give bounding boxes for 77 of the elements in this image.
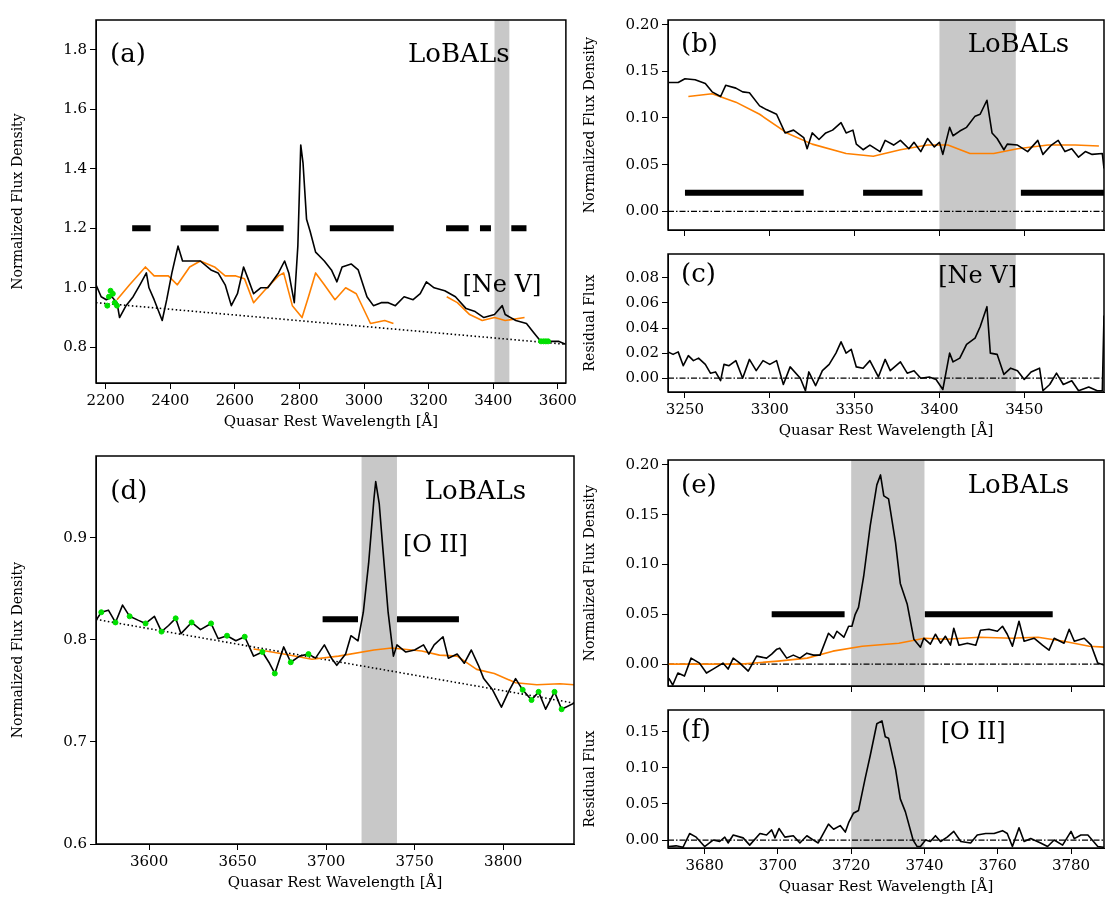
y-tick-label: 0.9	[63, 527, 87, 546]
y-axis-title: Normalized Flux Density	[9, 113, 26, 290]
y-axis-title: Normalized Flux Density	[581, 484, 598, 662]
x-axis-title: Quasar Rest Wavelength [Å]	[223, 411, 439, 430]
y-tick-label: 0.10	[625, 107, 659, 126]
annotation: LoBALs	[408, 37, 510, 68]
annotation: (b)	[681, 28, 719, 59]
y-tick-label: 0.15	[625, 61, 659, 80]
y-axis-title: Residual Flux	[581, 730, 598, 828]
y-tick-label: 0.15	[625, 504, 659, 523]
annotation: (c)	[681, 258, 716, 289]
x-tick-label: 2400	[151, 390, 190, 409]
annotation: (d)	[110, 475, 148, 506]
y-tick-label: 1.8	[63, 39, 87, 58]
annotation: [O II]	[402, 529, 468, 558]
y-tick-label: 0.10	[625, 757, 659, 776]
y-axis-title: Normalized Flux Density	[581, 36, 598, 214]
y-tick-label: 0.00	[625, 829, 659, 848]
annotation: LoBALs	[967, 469, 1070, 500]
x-tick-label: 3250	[665, 399, 705, 418]
y-tick-label: 1.6	[63, 99, 87, 118]
x-tick-label: 3400	[920, 399, 959, 418]
x-tick-label: 3720	[832, 855, 871, 874]
x-tick-label: 3680	[685, 855, 724, 874]
y-tick-label: 1.0	[63, 277, 87, 296]
x-axis-title: Quasar Rest Wavelength [Å]	[778, 876, 994, 895]
x-tick-label: 3750	[395, 851, 434, 870]
x-tick-label: 3200	[409, 390, 448, 409]
y-tick-label: 0.02	[625, 343, 659, 361]
y-tick-label: 0.10	[625, 554, 659, 573]
x-tick-label: 2800	[280, 390, 319, 409]
x-tick-label: 3740	[905, 855, 944, 874]
x-tick-label: 3350	[835, 399, 874, 418]
x-tick-label: 3700	[758, 855, 798, 874]
y-tick-label: 1.2	[63, 218, 87, 237]
y-tick-label: 0.8	[63, 629, 87, 648]
annotation: (a)	[110, 37, 146, 68]
annotation: [Ne V]	[462, 270, 542, 299]
x-tick-label: 2600	[215, 390, 254, 409]
x-tick-label: 3400	[474, 390, 513, 409]
y-tick-label: 1.4	[63, 158, 87, 177]
x-tick-label: 3800	[484, 851, 523, 870]
y-tick-label: 0.7	[63, 731, 87, 750]
y-tick-label: 0.08	[625, 267, 659, 286]
annotation: LoBALs	[967, 28, 1070, 59]
x-tick-label: 3780	[1051, 855, 1091, 874]
y-tick-label: 0.00	[625, 653, 659, 672]
y-tick-label: 0.05	[625, 604, 659, 623]
y-tick-label: 0.05	[625, 154, 659, 173]
y-tick-label: 0.20	[625, 454, 659, 473]
y-tick-label: 0.05	[625, 793, 659, 812]
y-tick-label: 0.6	[63, 833, 87, 852]
x-tick-label: 2200	[86, 390, 125, 409]
annotation: [Ne V]	[938, 261, 1018, 290]
x-tick-label: 3700	[307, 851, 346, 870]
annotation: (e)	[681, 469, 717, 500]
y-tick-label: 0.8	[63, 337, 87, 356]
y-tick-label: 0.00	[625, 368, 659, 387]
annotation: LoBALs	[424, 475, 527, 506]
y-tick-label: 0.15	[625, 721, 659, 740]
annotation: (f)	[681, 714, 711, 745]
x-tick-label: 3600	[130, 851, 169, 870]
x-tick-label: 3650	[218, 851, 257, 870]
y-tick-label: 0.00	[625, 201, 659, 220]
y-tick-label: 0.04	[625, 317, 659, 336]
y-axis-title: Normalized Flux Density	[9, 561, 26, 739]
x-tick-label: 3600	[538, 390, 577, 409]
x-tick-label: 3760	[978, 855, 1017, 874]
x-tick-label: 3000	[344, 390, 384, 409]
x-tick-label: 3450	[1005, 399, 1044, 418]
y-tick-label: 0.06	[625, 292, 659, 311]
x-axis-title: Quasar Rest Wavelength [Å]	[778, 420, 994, 439]
y-axis-title: Residual Flux	[581, 274, 598, 372]
x-axis-title: Quasar Rest Wavelength [Å]	[227, 872, 443, 891]
x-tick-label: 3300	[750, 399, 789, 418]
y-tick-label: 0.20	[625, 14, 659, 33]
annotation: [O II]	[940, 717, 1006, 746]
